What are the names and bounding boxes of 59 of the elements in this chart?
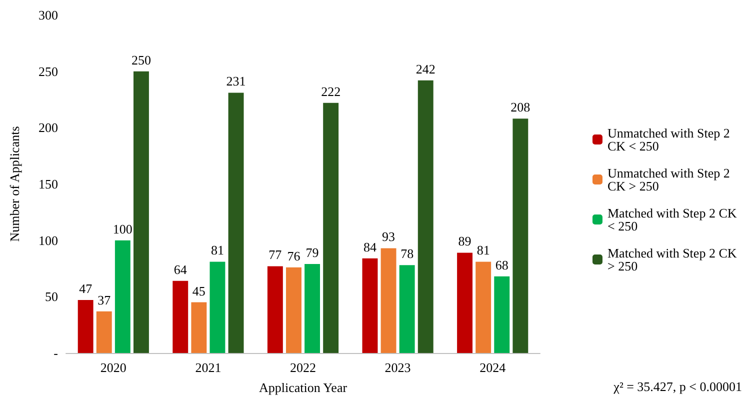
data-label: 231 — [226, 74, 246, 89]
data-label: 64 — [174, 262, 188, 277]
data-label: 93 — [382, 229, 396, 244]
bar — [114, 240, 130, 353]
bar — [399, 265, 415, 353]
bar — [457, 252, 473, 353]
x-tick-label: 2022 — [290, 360, 316, 375]
data-label: 81 — [210, 242, 224, 258]
y-tick-label: - — [54, 346, 58, 360]
bar — [96, 311, 112, 353]
data-label: 84 — [363, 239, 377, 254]
bar — [362, 258, 378, 353]
bar — [418, 80, 434, 353]
data-label: 79 — [306, 244, 319, 260]
x-tick-label: 2023 — [384, 360, 411, 375]
x-axis-title: Application Year — [258, 380, 348, 395]
legend-label: Matched with Step 2 CK < 250 — [607, 206, 740, 234]
bar — [286, 267, 302, 353]
data-label: 100 — [112, 221, 132, 236]
legend-label: Unmatched with Step 2 CK < 250 — [607, 126, 734, 154]
x-tick-label: 2021 — [195, 360, 222, 375]
bar — [210, 262, 226, 353]
data-label: 47 — [79, 281, 93, 296]
bar — [512, 118, 528, 353]
text: χ² = 35.427, p < 0.00001 — [612, 379, 742, 394]
y-tick-label: 150 — [38, 176, 58, 192]
data-label: 37 — [98, 292, 112, 308]
bar — [191, 302, 207, 353]
bar — [172, 280, 188, 353]
y-tick-label: 300 — [38, 8, 58, 22]
data-label: 45 — [192, 283, 206, 298]
y-tick-label: 100 — [38, 232, 58, 248]
data-label: 242 — [416, 61, 436, 76]
bar — [380, 248, 396, 353]
y-tick-label: 250 — [38, 64, 58, 79]
bar — [133, 71, 149, 353]
data-label: 77 — [268, 247, 282, 262]
data-label: 208 — [510, 100, 530, 115]
bar — [323, 102, 339, 353]
x-tick-label: 2020 — [100, 360, 126, 375]
bar — [304, 264, 320, 353]
legend-label: Unmatched with Step 2 CK > 250 — [607, 166, 734, 194]
legend-label: Matched with Step 2 CK > 250 — [607, 246, 740, 274]
data-label: 81 — [476, 242, 490, 258]
bar — [476, 262, 492, 353]
y-axis-title: Number of Applicants — [7, 126, 22, 242]
data-label: 222 — [321, 84, 341, 99]
data-label: 76 — [287, 248, 301, 264]
bar — [267, 266, 283, 353]
y-tick-label: 50 — [45, 289, 58, 304]
y-tick-label: 200 — [38, 120, 58, 136]
x-tick-label: 2024 — [480, 360, 506, 375]
data-label: 68 — [495, 257, 508, 272]
bar — [228, 92, 244, 353]
data-label: 250 — [131, 52, 151, 68]
bar — [78, 300, 94, 353]
data-label: 78 — [400, 246, 414, 262]
bar — [494, 276, 510, 353]
data-label: 89 — [458, 234, 472, 249]
